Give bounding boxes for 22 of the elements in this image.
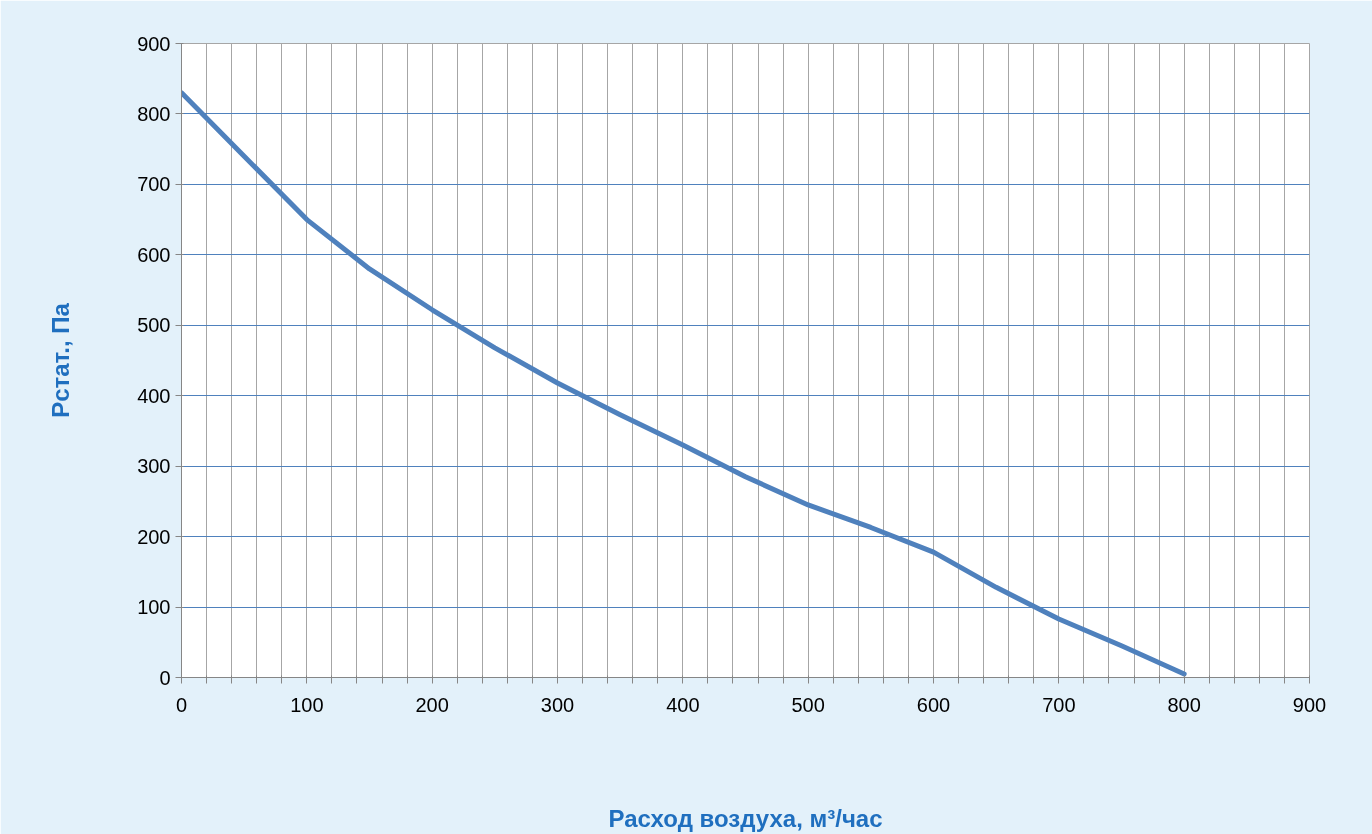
y-tick-label: 0 — [159, 666, 171, 689]
x-tick-label: 900 — [1292, 693, 1327, 716]
y-tick-label: 500 — [137, 314, 171, 337]
x-tick-label: 600 — [916, 693, 951, 716]
y-tick-label: 100 — [137, 596, 171, 619]
x-tick-label: 100 — [290, 693, 324, 716]
y-tick-label: 300 — [137, 455, 171, 478]
x-tick-label: 300 — [540, 693, 575, 716]
x-tick-label: 200 — [415, 693, 449, 716]
x-axis-title: Расход воздуха, м³/час — [608, 804, 883, 832]
x-tick-label: 0 — [175, 693, 188, 716]
y-tick-label: 800 — [137, 102, 171, 125]
y-axis-title: Pстат., Па — [47, 302, 75, 418]
y-tick-label: 400 — [137, 384, 171, 407]
x-tick-label: 700 — [1042, 693, 1076, 716]
x-tick-label: 800 — [1167, 693, 1201, 716]
x-tick-label: 500 — [791, 693, 825, 716]
y-tick-label: 900 — [137, 32, 171, 55]
x-tick-label: 400 — [666, 693, 700, 716]
y-tick-label: 700 — [137, 173, 171, 196]
y-tick-label: 600 — [137, 243, 171, 266]
y-tick-label: 200 — [137, 525, 171, 548]
